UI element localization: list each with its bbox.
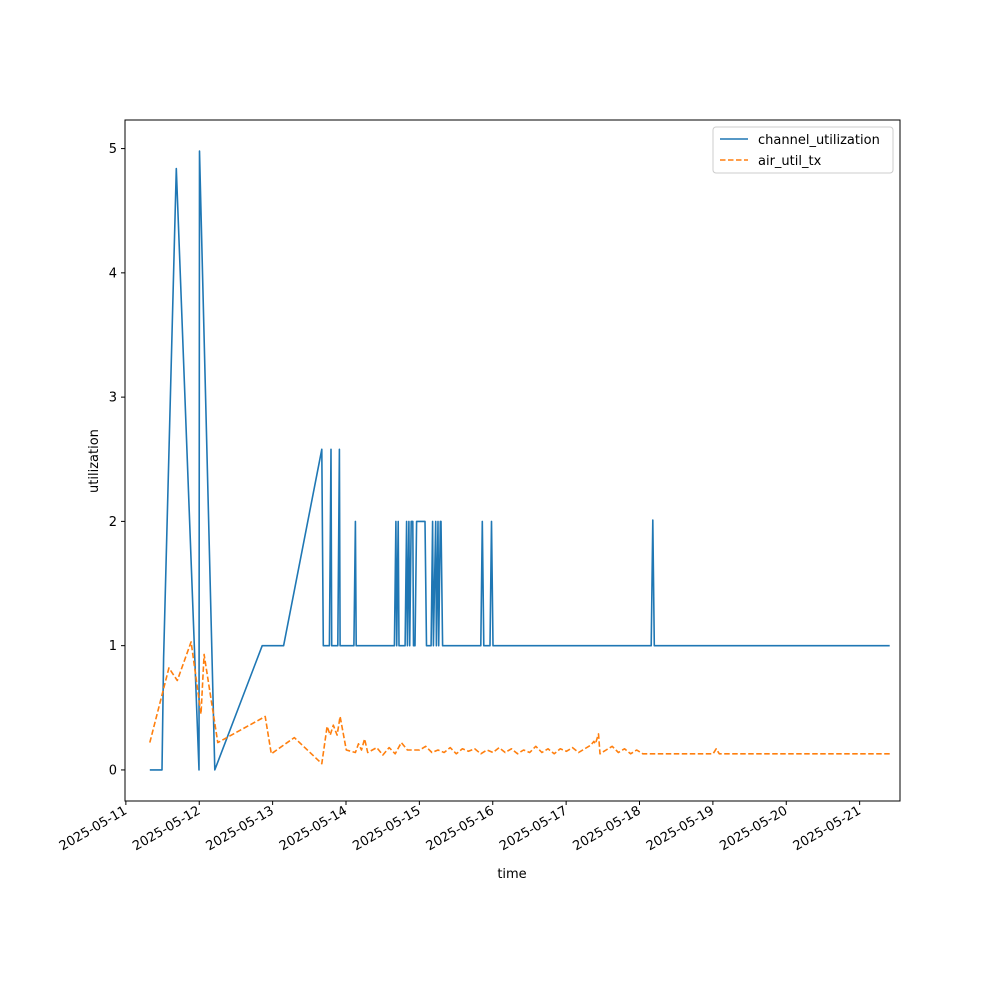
- x-tick-label: 2025-05-16: [424, 803, 497, 854]
- plot-frame: [124, 119, 901, 802]
- x-tick-label: 2025-05-19: [644, 803, 717, 854]
- x-tick-label: 2025-05-18: [571, 803, 644, 854]
- y-tick-label: 0: [109, 763, 117, 778]
- y-tick-label: 4: [109, 266, 117, 281]
- x-axis: 2025-05-11 2025-05-12 2025-05-13 2025-05-14…: [57, 801, 864, 854]
- x-tick-label: 2025-05-17: [497, 803, 570, 854]
- legend-label-channel-utilization: channel_utilization: [758, 133, 880, 148]
- series-layer: [149, 150, 890, 771]
- y-tick-label: 1: [109, 639, 117, 654]
- legend-box: [712, 126, 894, 174]
- x-tick-label: 2025-05-14: [277, 803, 350, 854]
- y-tick-label: 2: [109, 515, 117, 530]
- x-tick-label: 2025-05-12: [130, 803, 203, 854]
- y-tick-label: 3: [109, 391, 117, 406]
- legend-label-air-util-tx: air_util_tx: [758, 154, 822, 169]
- x-tick-label: 2025-05-11: [57, 803, 130, 854]
- x-tick-label: 2025-05-20: [717, 803, 790, 854]
- series-line-air-util-tx: [149, 641, 890, 765]
- x-axis-label: time: [497, 867, 526, 882]
- y-axis: 0 1 2 3 4 5: [109, 142, 125, 778]
- series-line-channel-utilization: [149, 150, 890, 771]
- x-tick-label: 2025-05-15: [350, 803, 423, 854]
- x-tick-label: 2025-05-21: [791, 803, 864, 854]
- y-tick-label: 5: [109, 142, 117, 157]
- x-tick-label: 2025-05-13: [204, 803, 277, 854]
- legend: channel_utilization air_util_tx: [712, 126, 894, 174]
- y-axis-label: utilization: [87, 429, 102, 493]
